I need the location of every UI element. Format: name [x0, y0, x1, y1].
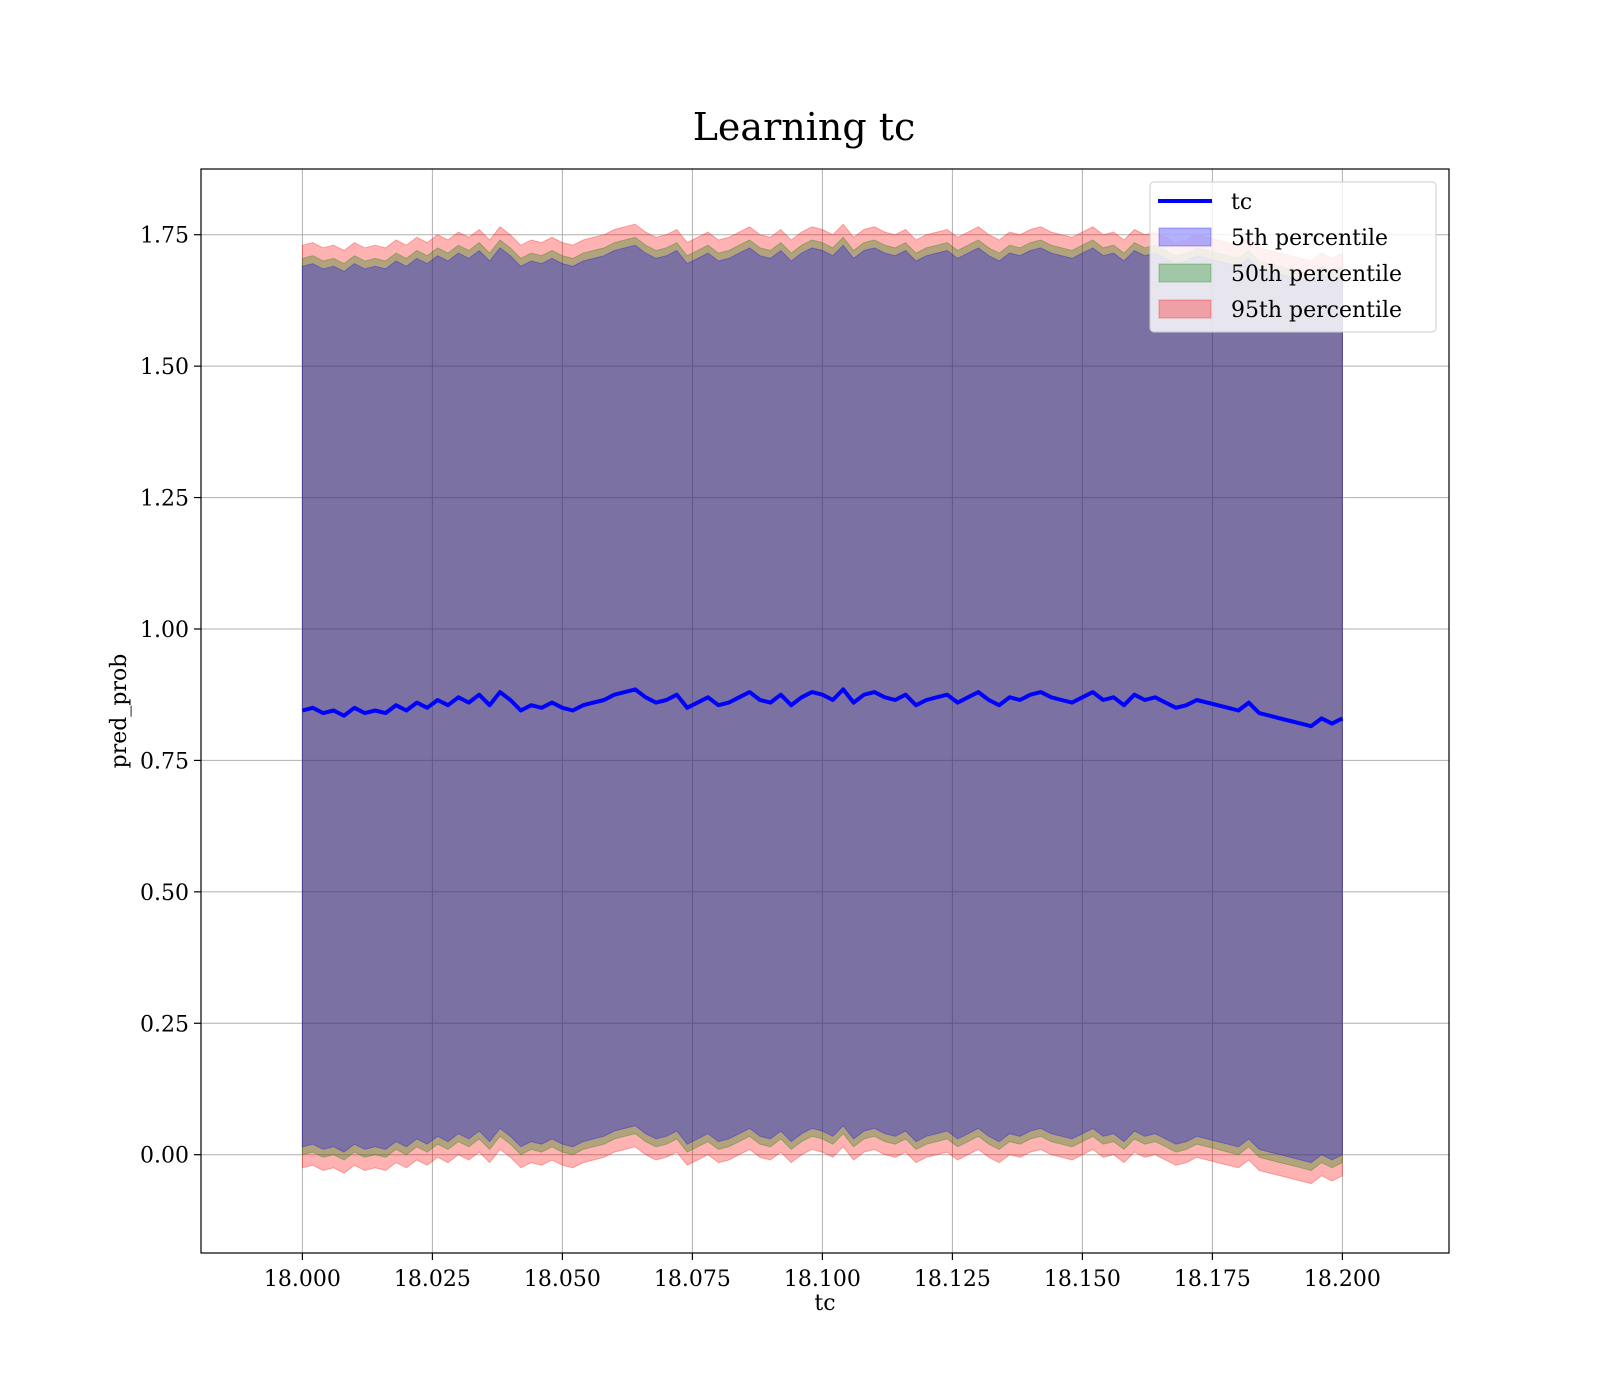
percentile-bands: [301, 223, 1343, 1185]
y-tick-label: 0.75: [140, 749, 189, 774]
legend-label-tc: tc: [1231, 190, 1252, 215]
y-tick-label: 0.25: [140, 1012, 189, 1037]
y-axis-ticks: 0.00 0.25 0.50 0.75 1.00 1.25 1.50 1.75: [140, 224, 201, 1169]
x-tick-label: 18.075: [654, 1267, 731, 1292]
y-tick-label: 1.25: [140, 487, 189, 512]
band-95th-percentile: [301, 223, 1343, 1185]
x-tick-label: 18.125: [914, 1267, 991, 1292]
y-tick-label: 1.50: [140, 355, 189, 380]
x-tick-label: 18.025: [394, 1267, 471, 1292]
legend: tc 5th percentile 50th percentile 95th p…: [1149, 181, 1437, 333]
x-axis-ticks: 18.000 18.025 18.050 18.075 18.100 18.125 18.1…: [264, 1253, 1381, 1292]
y-axis-label: pred_prob: [107, 654, 132, 769]
y-tick-label: 1.75: [140, 224, 189, 249]
x-tick-label: 18.175: [1174, 1267, 1251, 1292]
tc-line-layer: [301, 687, 1344, 729]
y-tick-label: 0.50: [140, 881, 189, 906]
x-tick-label: 18.000: [264, 1267, 341, 1292]
band-50th-percentile: [301, 236, 1343, 1172]
legend-swatch-5th: [1158, 227, 1212, 247]
legend-label-50th: 50th percentile: [1231, 262, 1402, 287]
x-tick-label: 18.050: [524, 1267, 601, 1292]
plot-frame: [200, 168, 1450, 1254]
legend-frame: [1149, 181, 1437, 333]
x-axis-label: tc: [814, 1291, 835, 1316]
band-5th-percentile: [301, 244, 1343, 1164]
legend-label-95th: 95th percentile: [1231, 298, 1402, 323]
x-tick-label: 18.100: [784, 1267, 861, 1292]
tc-line: [301, 687, 1344, 729]
grid-layer: [201, 169, 1449, 1253]
legend-swatch-95th: [1158, 299, 1212, 319]
y-tick-label: 0.00: [140, 1144, 189, 1169]
x-tick-label: 18.200: [1304, 1267, 1381, 1292]
x-tick-label: 18.150: [1044, 1267, 1121, 1292]
y-tick-label: 1.00: [140, 618, 189, 643]
chart-title: Learning tc: [693, 105, 916, 149]
legend-swatch-50th: [1158, 263, 1212, 283]
legend-label-5th: 5th percentile: [1231, 226, 1388, 251]
